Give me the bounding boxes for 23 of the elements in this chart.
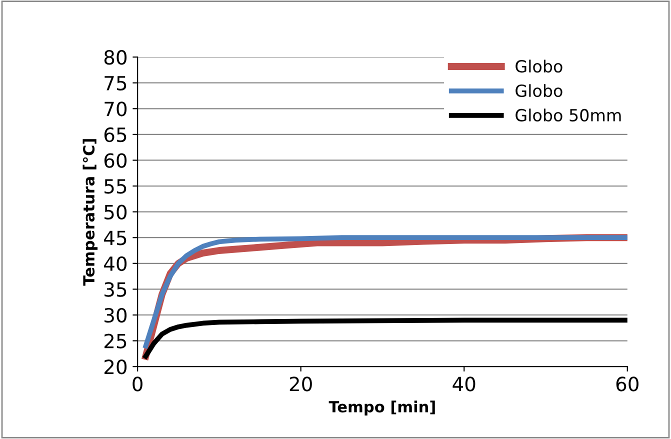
y-tick-label: 80 (104, 50, 127, 65)
x-tick-label: 0 (132, 376, 142, 392)
legend-label: Globo (516, 84, 562, 98)
y-tick-label: 20 (104, 360, 127, 374)
x-tick-label: 60 (616, 376, 638, 392)
y-tick-label: 25 (104, 334, 126, 348)
y-tick-label: 65 (104, 127, 126, 142)
x-axis-title: Tempo [min] (328, 400, 435, 416)
x-tick-label: 40 (452, 376, 476, 392)
y-axis-title: Temperatura [°C] (82, 139, 98, 286)
y-tick-label: 75 (104, 76, 126, 91)
y-tick-label: 35 (104, 282, 126, 297)
y-tick-label: 50 (104, 204, 127, 220)
y-tick-label: 30 (104, 308, 127, 323)
y-tick-label: 40 (104, 256, 127, 272)
y-tick-label: 45 (104, 230, 126, 246)
legend-label: Globo (516, 60, 562, 73)
y-tick-label: 55 (104, 179, 126, 194)
line-series (143, 318, 628, 359)
y-tick-label: 70 (104, 102, 127, 116)
legend-label: Globo 50mm (516, 108, 621, 122)
y-tick-label: 60 (104, 153, 127, 168)
x-tick-label: 20 (290, 376, 312, 392)
